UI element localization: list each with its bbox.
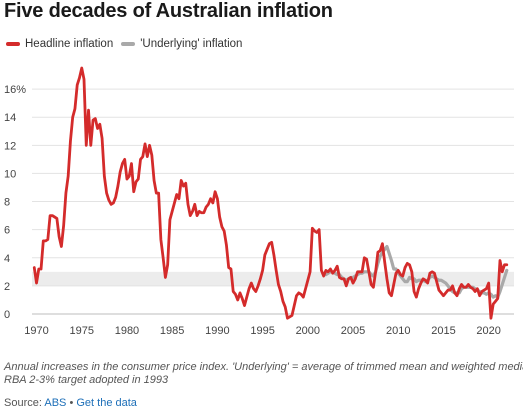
- headline-inflation-line: [32, 66, 509, 320]
- chart-note: Annual increases in the consumer price i…: [4, 361, 523, 386]
- legend-swatch-underlying: [121, 42, 136, 46]
- y-tick-label: 6: [4, 225, 10, 237]
- y-tick-label: 14: [4, 112, 16, 124]
- source-prefix: Source:: [4, 397, 42, 409]
- chart-legend: Headline inflation 'Underlying' inflatio…: [6, 36, 250, 52]
- legend-item-underlying: 'Underlying' inflation: [121, 38, 242, 50]
- x-tick-label: 1975: [69, 325, 93, 335]
- chart-title: Five decades of Australian inflation: [4, 0, 333, 22]
- x-tick-label: 1985: [160, 325, 184, 335]
- x-tick-label: 2000: [296, 325, 320, 335]
- source-line: Source: ABS • Get the data: [4, 397, 137, 409]
- x-tick-label: 1995: [250, 325, 274, 335]
- legend-swatch-headline: [6, 42, 20, 46]
- x-tick-label: 1980: [115, 325, 139, 335]
- x-tick-label: 2005: [341, 325, 365, 335]
- x-tick-label: 2020: [476, 325, 500, 335]
- source-link-abs[interactable]: ABS: [44, 397, 67, 409]
- y-tick-label: 0: [4, 309, 10, 321]
- x-tick-label: 2015: [431, 325, 455, 335]
- x-tick-label: 1970: [24, 325, 48, 335]
- y-tick-label: 12: [4, 140, 16, 152]
- x-tick-label: 2010: [386, 325, 410, 335]
- get-the-data-link[interactable]: Get the data: [76, 397, 137, 409]
- inflation-line-chart: 0 2 4 6 8 10 12 14 16% 1970 1975 1980 1985 1990 1995 20…: [4, 66, 514, 335]
- y-tick-label: 4: [4, 253, 10, 265]
- y-tick-label: 2: [4, 281, 10, 293]
- underlying-inflation-line: [324, 244, 509, 299]
- y-tick-label: 8: [4, 197, 10, 209]
- legend-label-underlying: 'Underlying' inflation: [140, 38, 243, 50]
- legend-label-headline: Headline inflation: [25, 38, 114, 50]
- y-tick-label: 16%: [4, 84, 26, 96]
- source-separator: •: [69, 397, 74, 409]
- x-tick-label: 1990: [205, 325, 229, 335]
- y-tick-label: 10: [4, 168, 16, 180]
- legend-item-headline: Headline inflation: [6, 38, 113, 50]
